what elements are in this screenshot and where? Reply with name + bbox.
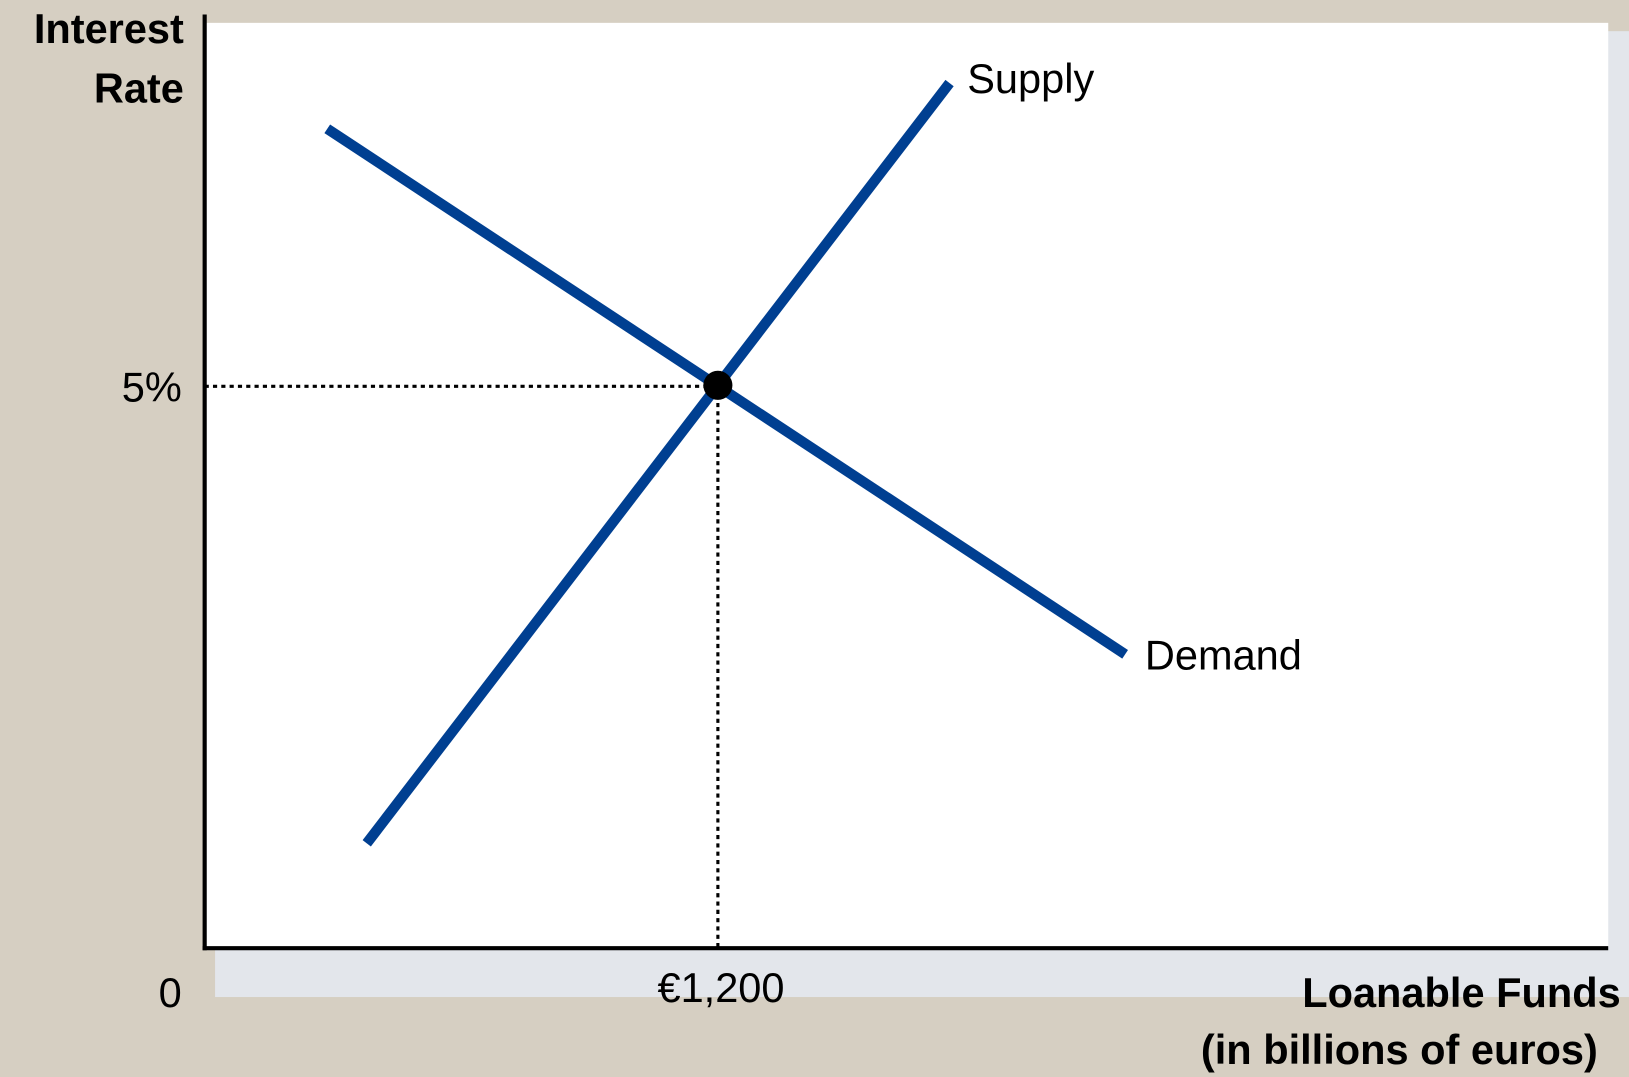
y-tick-label: 5%: [122, 363, 182, 410]
plot-area: [204, 22, 1609, 949]
supply-label: Supply: [967, 55, 1094, 102]
x-axis-label: Loanable Funds: [1302, 969, 1620, 1016]
demand-label: Demand: [1145, 631, 1302, 678]
y-axis-label: Rate: [94, 64, 184, 111]
supply-curve: [362, 79, 954, 847]
equilibrium-point: [703, 370, 733, 400]
y-axis-label: Interest: [34, 5, 184, 52]
x-axis-label: (in billions of euros): [1201, 1026, 1598, 1073]
x-tick-label: €1,200: [657, 964, 784, 1011]
origin-label: 0: [159, 969, 182, 1016]
